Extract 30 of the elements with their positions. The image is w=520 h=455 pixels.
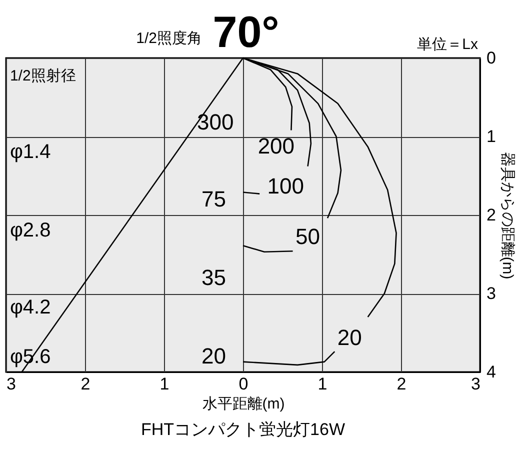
annotation: 20	[337, 325, 362, 350]
x-tick-label: 3	[471, 374, 480, 394]
x-tick-label: 3	[6, 374, 16, 394]
text: 単位＝Lx	[417, 36, 478, 53]
annotation: 200	[258, 134, 295, 159]
annotation: φ1.4	[10, 141, 51, 164]
y-tick-label: 2	[486, 206, 496, 224]
x-tick-label: 1	[318, 374, 328, 394]
y-tick-label: 1	[486, 127, 496, 146]
annotation: 20	[202, 343, 226, 368]
y-axis-title: 器具からの距離(m)	[498, 152, 516, 280]
annotation: φ2.8	[10, 220, 51, 242]
chart-title: 70°	[212, 8, 280, 57]
y-tick-label: 0	[486, 48, 496, 68]
annotation: 35	[202, 264, 226, 290]
annotation: 300	[196, 109, 234, 134]
x-tick-label: 0	[238, 374, 248, 394]
x-tick-label: 2	[396, 374, 406, 394]
annotation: 75	[202, 186, 226, 212]
y-tick-label: 4	[486, 362, 496, 382]
text: FHTコンパクト蛍光灯16W	[141, 420, 345, 439]
y-tick-label: 3	[486, 284, 496, 303]
x-tick-label: 1	[160, 374, 170, 394]
x-axis-title: 水平距離(m)	[202, 396, 285, 412]
text: 1/2照度角	[136, 30, 202, 47]
x-tick-label: 2	[80, 374, 90, 394]
annotation: φ4.2	[10, 296, 51, 319]
annotation: 50	[296, 224, 320, 249]
annotation: 100	[267, 174, 304, 199]
annotation: 1/2照射径	[10, 67, 76, 84]
